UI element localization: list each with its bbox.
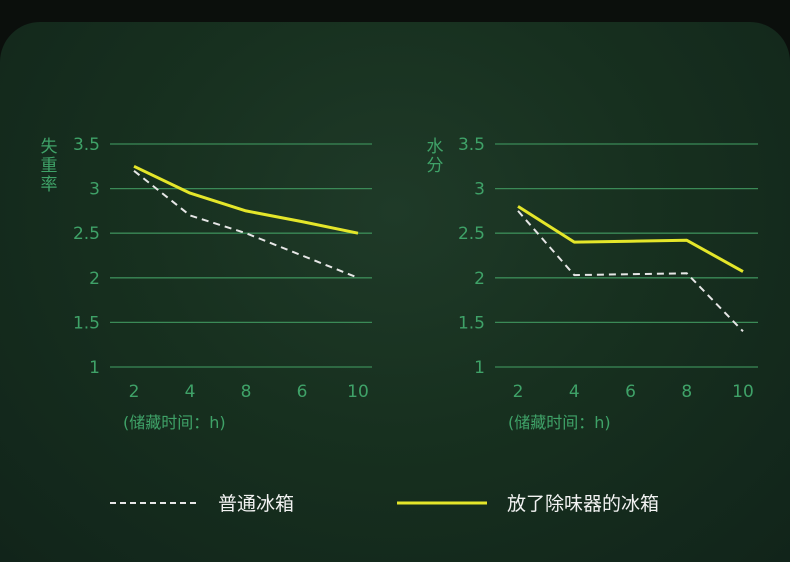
y-tick-label: 2.5 [73,224,100,244]
legend-deodorizer-label: 放了除味器的冰箱 [507,493,659,515]
x-tick-label: 8 [681,382,692,402]
y-axis-label-char: 率 [41,175,58,195]
y-tick-label: 3 [474,180,485,200]
x-tick-label: 10 [732,382,754,402]
x-tick-label: 6 [297,382,308,402]
x-tick-label: 8 [241,382,252,402]
infographic: 1 1.5 2 2.5 3 3.5 2 4 8 6 10 失重率 (储藏时间：h) 1 1.5 2 2.5 3 3… [0,22,790,562]
y-tick-label: 3.5 [73,135,100,155]
x-tick-label: 4 [569,382,580,402]
chart-weight-loss: 1 1.5 2 2.5 3 3.5 2 4 8 6 10 失重率 (储藏时间：h) [41,135,372,432]
y-tick-label: 2 [474,269,485,289]
series-deodorizer-fridge-line [517,205,744,273]
y-axis-label-char: 重 [41,156,58,176]
x-tick-label: 10 [347,382,369,402]
y-tick-label: 1.5 [73,313,100,333]
y-tick-label: 1 [89,358,100,378]
background-panel [0,22,790,562]
chart-canvas: 1 1.5 2 2.5 3 3.5 2 4 8 6 10 失重率 (储藏时间：h) 1 1.5 2 2.5 3 3… [41,135,758,515]
y-tick-label: 3.5 [458,135,485,155]
x-axis-label: (储藏时间：h) [508,413,611,432]
y-axis-label-char: 水 [427,137,444,157]
series-plain-fridge-line [133,170,359,279]
legend-plain-label: 普通冰箱 [218,493,294,515]
x-axis-label: (储藏时间：h) [123,413,226,432]
y-axis-label-char: 分 [427,156,444,176]
y-tick-label: 2.5 [458,224,485,244]
y-axis-label-char: 失 [41,137,58,157]
legend: 普通冰箱 放了除味器的冰箱 [110,493,659,515]
y-tick-label: 1.5 [458,313,485,333]
x-tick-label: 4 [185,382,196,402]
series-deodorizer-fridge-line [133,164,359,235]
x-tick-label: 6 [625,382,636,402]
chart-moisture: 1 1.5 2 2.5 3 3.5 2 4 6 8 10 水分 (储藏时间：h) [427,135,758,432]
x-tick-label: 2 [129,382,140,402]
y-tick-label: 2 [89,269,100,289]
y-tick-label: 3 [89,180,100,200]
y-tick-label: 1 [474,358,485,378]
x-tick-label: 2 [513,382,524,402]
